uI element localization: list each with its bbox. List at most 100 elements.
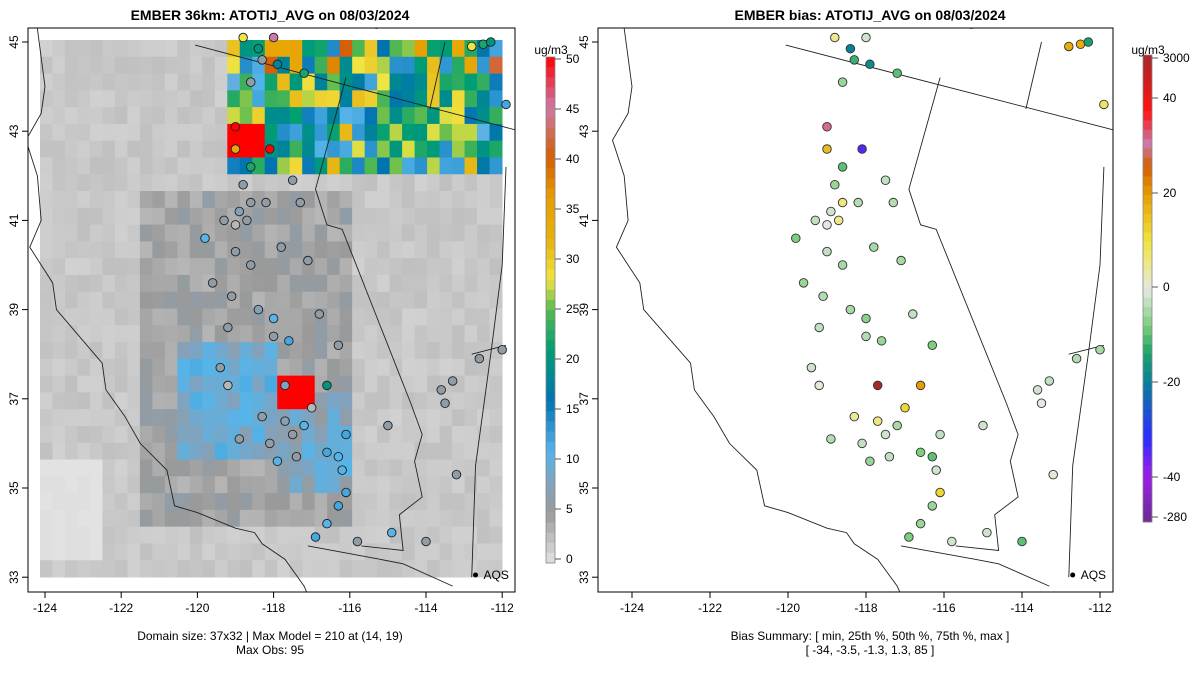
colorbar-segment <box>1143 195 1152 205</box>
grid-cell <box>477 308 491 326</box>
grid-cell <box>189 392 203 410</box>
grid-cell <box>64 459 78 477</box>
grid-cell <box>227 157 241 175</box>
colorbar-segment <box>1143 64 1152 75</box>
grid-cell <box>414 543 428 561</box>
grid-cell <box>89 191 103 209</box>
grid-cell <box>89 325 103 343</box>
grid-cell <box>152 73 166 91</box>
grid-cell <box>439 342 453 360</box>
grid-cell <box>239 375 253 393</box>
station-marker <box>295 197 306 208</box>
grid-cell <box>89 425 103 444</box>
grid-cell <box>52 56 66 75</box>
grid-cell <box>414 392 428 410</box>
colorbar-segment <box>1143 456 1152 467</box>
grid-cell <box>164 476 178 494</box>
grid-cell <box>127 308 141 326</box>
colorbar-segment <box>1143 297 1152 308</box>
grid-cell <box>314 56 328 75</box>
grid-cell <box>77 342 91 360</box>
grid-cell <box>477 442 491 461</box>
grid-cell <box>127 224 141 242</box>
grid-cell <box>114 375 128 393</box>
grid-cell <box>414 241 428 259</box>
station-marker <box>314 309 325 319</box>
grid-cell <box>239 308 253 326</box>
grid-cell <box>352 73 366 91</box>
grid-cell <box>489 157 503 175</box>
grid-cell <box>427 476 441 494</box>
plot-frame <box>597 27 1114 593</box>
y-tick-label: 39 <box>577 303 591 317</box>
grid-cell <box>189 543 203 561</box>
grid-cell <box>127 342 141 360</box>
grid-cell <box>127 90 141 108</box>
grid-cell <box>377 493 391 511</box>
grid-cell <box>102 442 116 461</box>
grid-cell <box>40 325 53 343</box>
grid-cell <box>339 543 353 561</box>
grid-cell <box>40 526 53 544</box>
grid-cell <box>77 442 91 461</box>
grid-cell <box>102 509 116 528</box>
grid-cell <box>352 241 366 259</box>
grid-cell <box>364 308 378 326</box>
grid-cell <box>302 543 316 561</box>
axes: -124 -122 -120 -118 -116 -114 -112 33 35 37 39 41 43… <box>577 27 1114 615</box>
grid-cell <box>102 526 116 544</box>
grid-cell <box>339 40 353 58</box>
grid-cell <box>77 526 91 544</box>
grid-cell <box>389 493 403 511</box>
colorbar-segment <box>546 259 555 271</box>
state-border <box>1068 166 1105 578</box>
grid-cell <box>177 358 191 377</box>
grid-cell <box>327 191 341 209</box>
station-marker <box>322 380 332 391</box>
grid-cell <box>189 90 203 108</box>
grid-cell <box>239 274 253 293</box>
station-marker <box>935 487 945 498</box>
grid-cell <box>377 543 391 561</box>
station-marker <box>904 532 914 542</box>
grid-cell <box>164 342 178 360</box>
grid-cell <box>264 392 278 410</box>
grid-cell <box>389 476 403 494</box>
state-border <box>429 41 446 109</box>
grid-cell <box>477 291 491 309</box>
grid-cell <box>352 509 366 528</box>
colorbar-segment <box>1143 475 1152 486</box>
grid-cell <box>40 157 53 175</box>
grid-cell <box>164 526 178 544</box>
grid-cell <box>77 358 91 377</box>
grid-cell <box>227 274 241 293</box>
colorbar-segment <box>1143 120 1152 131</box>
grid-cell <box>89 526 103 544</box>
grid-cell <box>377 258 391 276</box>
grid-cell <box>139 90 153 108</box>
station-marker <box>230 121 241 132</box>
grid-cell <box>464 392 478 410</box>
grid-cell <box>352 325 366 343</box>
grid-cell <box>114 174 128 192</box>
grid-cell <box>40 358 53 377</box>
grid-cell <box>477 258 491 276</box>
station-marker <box>261 197 271 208</box>
grid-cell <box>164 207 178 226</box>
grid-cell <box>252 392 266 410</box>
grid-cell <box>302 375 316 393</box>
grid-cell <box>139 375 153 393</box>
grid-cell <box>464 291 478 309</box>
station-marker <box>383 420 393 431</box>
grid-cell <box>40 174 53 192</box>
grid-cell <box>152 459 166 477</box>
grid-cell <box>252 543 266 561</box>
grid-cell <box>414 274 428 293</box>
grid-cell <box>252 442 266 461</box>
grid-cell <box>177 509 191 528</box>
grid-cell <box>427 409 441 427</box>
grid-cell <box>277 40 291 58</box>
station-marker <box>927 452 938 462</box>
station-marker <box>947 536 957 547</box>
grid-cell <box>464 358 478 377</box>
